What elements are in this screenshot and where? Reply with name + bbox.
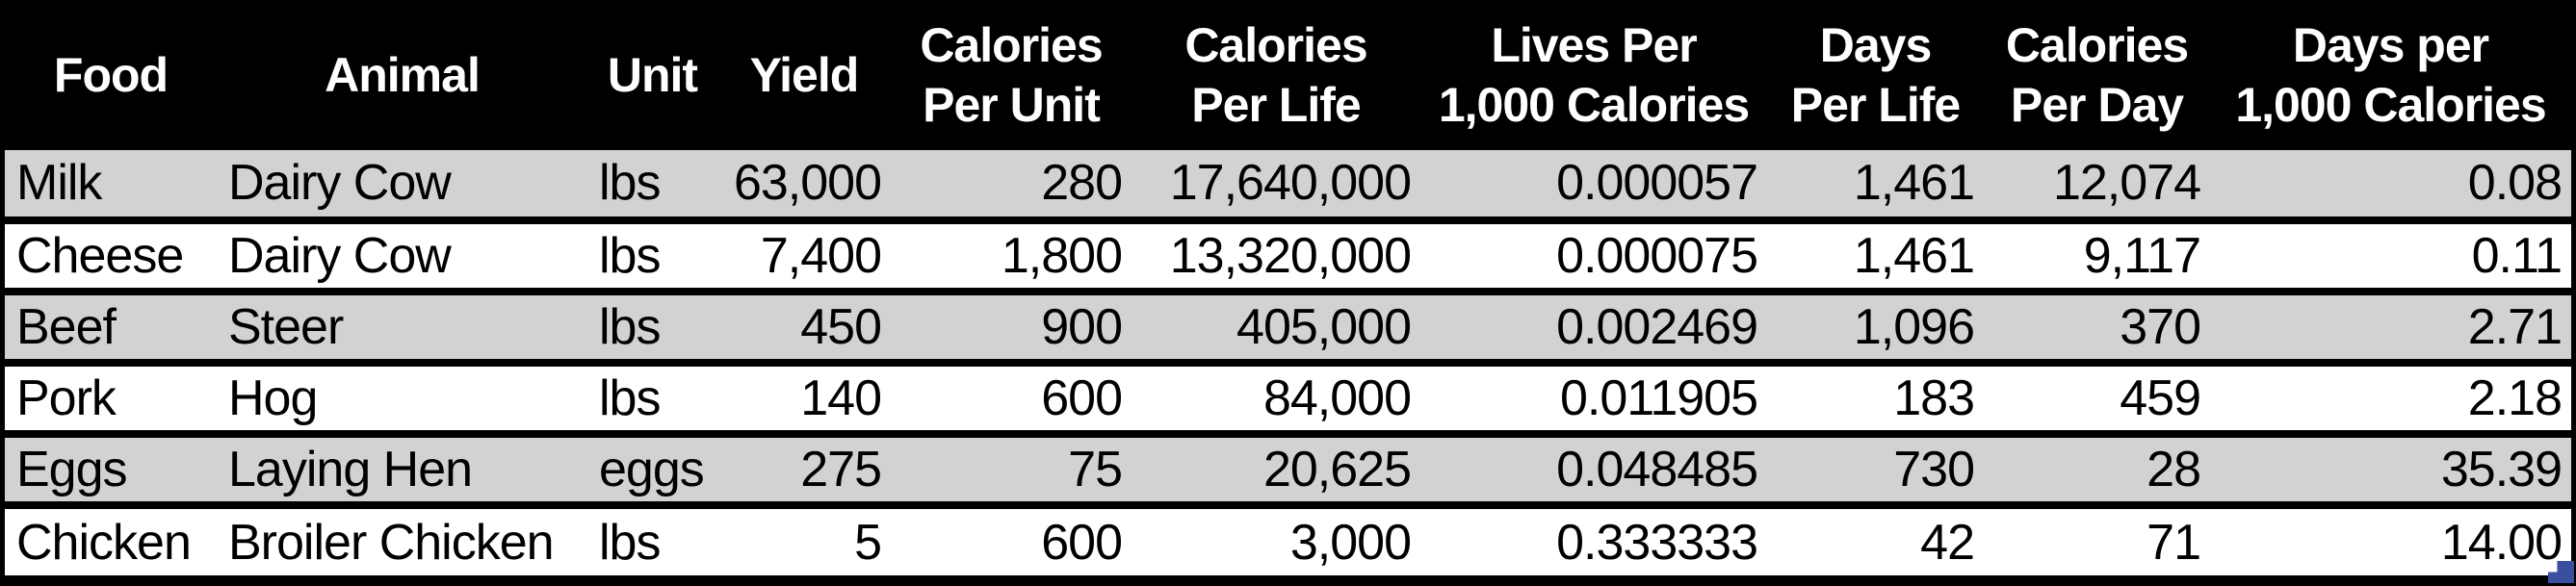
cell[interactable]: 450: [800, 298, 882, 355]
cell[interactable]: 900: [1041, 298, 1123, 355]
cell[interactable]: 280: [1041, 155, 1123, 212]
cell[interactable]: 183: [1893, 369, 1975, 426]
cell[interactable]: 14.00: [2440, 514, 2563, 571]
cell[interactable]: 0.333333: [1556, 514, 1758, 571]
cell[interactable]: Beef: [16, 298, 117, 355]
cell[interactable]: 0.08: [2467, 155, 2563, 212]
table-row: Beef Steer lbs 450 900 405,000 0.002469 1,096 37…: [5, 291, 2571, 363]
cell[interactable]: 730: [1893, 441, 1975, 497]
cell[interactable]: 0.11: [2471, 227, 2563, 284]
cell[interactable]: 35.39: [2440, 441, 2563, 497]
cell[interactable]: 12,074: [2052, 155, 2201, 212]
cell[interactable]: Chicken: [16, 514, 192, 571]
cell[interactable]: 3,000: [1289, 514, 1412, 571]
data-table: Food Animal Unit Yield Calories Per Unit Calo…: [5, 0, 2571, 575]
cell[interactable]: 0.000057: [1556, 155, 1758, 212]
cell[interactable]: 0.011905: [1559, 369, 1758, 426]
table-body: Milk Dairy Cow lbs 63,000 280 17,640,000 0.000…: [5, 150, 2571, 575]
cell[interactable]: Broiler Chicken: [228, 514, 555, 571]
cell[interactable]: Cheese: [16, 227, 184, 284]
header-row: Food Animal Unit Yield Calories Per Unit Calo…: [5, 0, 2571, 150]
column-header-days-per-life[interactable]: Days Per Life: [1790, 18, 1961, 132]
cell[interactable]: 71: [2147, 514, 2201, 571]
cell[interactable]: 600: [1041, 514, 1123, 571]
table-row: Pork Hog lbs 140 600 84,000 0.011905 183 459 2.18: [5, 362, 2571, 434]
cell[interactable]: 7,400: [760, 227, 882, 284]
cell[interactable]: 0.002469: [1556, 298, 1758, 355]
cell[interactable]: 75: [1068, 441, 1123, 497]
cell[interactable]: 5: [854, 514, 882, 571]
cell[interactable]: 9,117: [2083, 227, 2201, 284]
cell[interactable]: 84,000: [1262, 369, 1412, 426]
cell[interactable]: 13,320,000: [1169, 227, 1412, 284]
column-header-calories-per-unit[interactable]: Calories Per Unit: [920, 18, 1103, 132]
cell[interactable]: 370: [2120, 298, 2201, 355]
cell[interactable]: 1,461: [1853, 155, 1975, 212]
cell[interactable]: Hog: [228, 369, 318, 426]
cell[interactable]: 42: [1920, 514, 1975, 571]
cell[interactable]: lbs: [599, 227, 661, 284]
table-row: Chicken Broiler Chicken lbs 5 600 3,000 0.3333…: [5, 505, 2571, 575]
cell[interactable]: 2.18: [2467, 369, 2563, 426]
table-row: Cheese Dairy Cow lbs 7,400 1,800 13,320,000 0.…: [5, 219, 2571, 292]
cell[interactable]: Dairy Cow: [228, 227, 452, 284]
cell[interactable]: 275: [800, 441, 882, 497]
cell[interactable]: 1,096: [1853, 298, 1975, 355]
cell[interactable]: Dairy Cow: [228, 155, 452, 212]
column-header-lives-per-1-000-calories[interactable]: Lives Per 1,000 Calories: [1438, 18, 1750, 132]
cell[interactable]: eggs: [599, 441, 705, 497]
cell[interactable]: 1,461: [1853, 227, 1975, 284]
cell[interactable]: 0.048485: [1556, 441, 1758, 497]
cell[interactable]: 140: [800, 369, 882, 426]
column-header-yield[interactable]: Yield: [749, 48, 860, 102]
table-row: Milk Dairy Cow lbs 63,000 280 17,640,000 0.000…: [5, 150, 2571, 220]
cell[interactable]: Laying Hen: [228, 441, 473, 497]
cell[interactable]: 405,000: [1236, 298, 1412, 355]
column-header-food[interactable]: Food: [53, 48, 169, 102]
column-header-days-per-1-000-calories[interactable]: Days per 1,000 Calories: [2235, 18, 2546, 132]
table-row: Eggs Laying Hen eggs 275 75 20,625 0.048485 730…: [5, 433, 2571, 505]
cell[interactable]: Milk: [16, 155, 102, 212]
cell[interactable]: lbs: [599, 298, 661, 355]
cell[interactable]: Pork: [16, 369, 117, 426]
column-header-animal[interactable]: Animal: [325, 48, 481, 102]
cell[interactable]: lbs: [599, 369, 661, 426]
column-header-unit[interactable]: Unit: [607, 48, 698, 102]
cell[interactable]: Steer: [228, 298, 344, 355]
cell[interactable]: 63,000: [733, 155, 882, 212]
cell[interactable]: 600: [1041, 369, 1123, 426]
cell[interactable]: lbs: [599, 514, 661, 571]
column-header-calories-per-life[interactable]: Calories Per Life: [1184, 18, 1367, 132]
cell[interactable]: 2.71: [2467, 298, 2563, 355]
cell[interactable]: Eggs: [16, 441, 128, 497]
cell[interactable]: 459: [2120, 369, 2201, 426]
cell[interactable]: 20,625: [1262, 441, 1412, 497]
cell[interactable]: 0.000075: [1556, 227, 1758, 284]
cell[interactable]: lbs: [599, 155, 661, 212]
cell[interactable]: 28: [2147, 441, 2201, 497]
cell[interactable]: 17,640,000: [1169, 155, 1412, 212]
cell[interactable]: 1,800: [1001, 227, 1123, 284]
column-header-calories-per-day[interactable]: Calories Per Day: [2005, 18, 2189, 132]
